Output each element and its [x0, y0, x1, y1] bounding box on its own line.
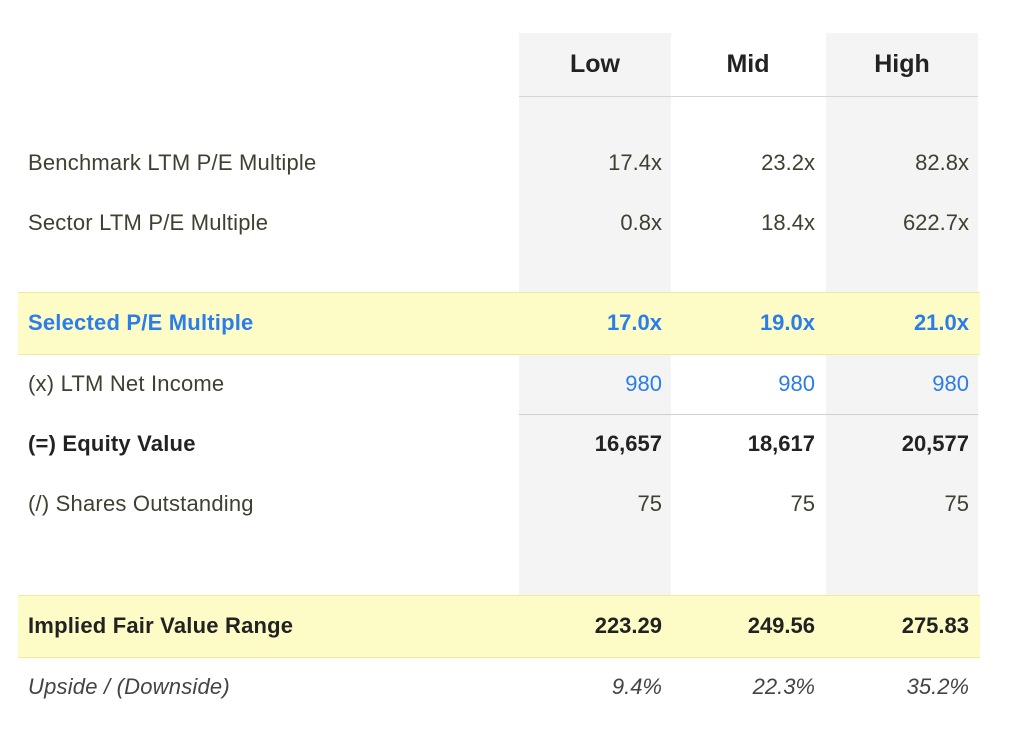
cell-mid: 249.56	[747, 613, 815, 638]
cell-low: 17.0x	[606, 310, 662, 335]
cell-mid: 75	[790, 491, 815, 516]
cell-high: 622.7x	[902, 210, 969, 235]
cell-mid: 22.3%	[752, 674, 815, 699]
selected-multiple-highlight	[18, 292, 980, 355]
row-label: (x) LTM Net Income	[28, 371, 225, 396]
row-label: Benchmark LTM P/E Multiple	[28, 150, 317, 175]
row-label: (/) Shares Outstanding	[28, 491, 254, 516]
cell-high: 35.2%	[906, 674, 969, 699]
cell-high: 275.83	[901, 613, 969, 638]
row-label: (=) Equity Value	[28, 431, 196, 456]
cell-mid: 18.4x	[761, 210, 815, 235]
cell-high: 21.0x	[913, 310, 969, 335]
column-header-low: Low	[570, 50, 620, 78]
row-label: Selected P/E Multiple	[28, 310, 254, 335]
subtotal-divider	[519, 414, 978, 415]
cell-high: 82.8x	[915, 150, 969, 175]
cell-mid: 19.0x	[759, 310, 815, 335]
row-label: Sector LTM P/E Multiple	[28, 210, 269, 235]
implied-value-highlight	[18, 595, 980, 658]
cell-high: 75	[944, 491, 969, 516]
cell-low: 0.8x	[620, 210, 662, 235]
header-divider	[519, 96, 978, 97]
cell-mid: 23.2x	[761, 150, 815, 175]
cell-low: 980	[625, 371, 662, 396]
cell-low: 16,657	[594, 431, 662, 456]
cell-low: 223.29	[594, 613, 662, 638]
cell-high: 980	[932, 371, 969, 396]
row-label: Implied Fair Value Range	[28, 613, 294, 638]
cell-low: 75	[637, 491, 662, 516]
cell-mid: 980	[778, 371, 815, 396]
row-label: Upside / (Downside)	[28, 674, 230, 699]
cell-low: 9.4%	[611, 674, 662, 699]
column-header-mid: Mid	[726, 50, 770, 78]
column-header-high: High	[874, 50, 930, 78]
cell-mid: 18,617	[747, 431, 815, 456]
cell-high: 20,577	[901, 431, 969, 456]
cell-low: 17.4x	[608, 150, 662, 175]
